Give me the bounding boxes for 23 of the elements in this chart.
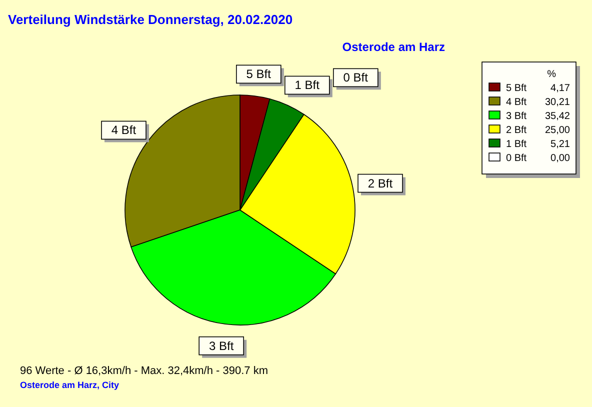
text: 0,00 (550, 153, 570, 164)
legend-label: 3 Bft (506, 111, 527, 122)
data-label: 30,21 (544, 97, 570, 108)
data-label: 4,17 (550, 83, 570, 94)
slice-label: 1 Bft (294, 78, 320, 92)
text: Osterode am Harz, City (20, 380, 120, 390)
legend-title: % (547, 69, 556, 80)
chart-title: Verteilung Windstärke Donnerstag, 20.02.2020 (8, 12, 293, 27)
slice-label: 2 Bft (368, 176, 394, 190)
category-label: 0 Bft (506, 153, 527, 164)
text: 96 Werte - Ø 16,3km/h - Max. 32,4km/h - 390.7 km (20, 365, 268, 377)
legend-label: 2 Bft (506, 125, 527, 136)
legend-label: 0 Bft (343, 70, 369, 85)
slice-label: 5 Bft (246, 67, 272, 82)
data-label: 5,21 (550, 139, 570, 150)
legend-label: 1 Bft (506, 139, 527, 150)
data-label: 35,42 (544, 111, 570, 122)
legend-label: 4 Bft (506, 97, 527, 108)
data-label: 25,00 (544, 125, 570, 136)
chart-subtitle: Osterode am Harz (342, 40, 445, 54)
slice-label: 3 Bft (209, 338, 234, 353)
legend-label: 5 Bft (506, 83, 527, 94)
slice-label: 4 Bft (111, 123, 137, 138)
